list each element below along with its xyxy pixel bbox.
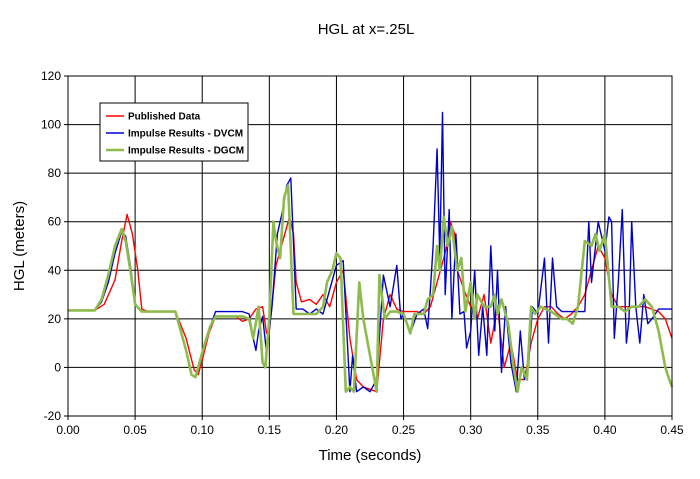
y-tick-label: 60 — [48, 215, 62, 229]
plot-frame — [67, 75, 673, 417]
x-tick-label: 0.05 — [123, 423, 147, 437]
x-axis-ticks: 0.00 0.05 0.10 0.15 0.20 0.25 0.30 0.35 0.40 0.45 — [56, 416, 684, 437]
x-tick-label: 0.30 — [459, 423, 483, 437]
y-tick-label: 0 — [54, 360, 61, 374]
y-tick-label: 80 — [48, 166, 62, 180]
x-tick-label: 0.45 — [660, 423, 684, 437]
chart-title: HGL at x=.25L — [318, 21, 415, 38]
y-tick-label: 20 — [48, 312, 62, 326]
x-tick-label: 0.20 — [325, 423, 349, 437]
y-tick-label: 120 — [41, 69, 61, 83]
x-tick-label: 0.00 — [56, 423, 80, 437]
y-axis-ticks: -20 0 20 40 60 80 100 120 — [41, 69, 68, 423]
legend: Published Data Impulse Results - DVCM Impu… — [99, 102, 249, 162]
legend-label-3: Impulse Results - DGCM — [128, 146, 244, 157]
x-axis-label: Time (seconds) — [319, 447, 422, 464]
x-tick-label: 0.40 — [593, 423, 617, 437]
series-line-3 — [68, 184, 674, 393]
series-line-2 — [68, 111, 672, 393]
x-tick-label: 0.25 — [392, 423, 416, 437]
series-line-1 — [68, 213, 673, 393]
y-axis-label: HGL (meters) — [11, 201, 28, 291]
y-tick-label: 40 — [48, 263, 62, 277]
x-tick-label: 0.15 — [258, 423, 282, 437]
y-tick-label: -20 — [44, 409, 62, 423]
legend-label-2: Impulse Results - DVCM — [128, 129, 243, 140]
legend-box — [99, 102, 249, 162]
series-layer — [68, 111, 674, 393]
y-tick-label: 100 — [41, 118, 61, 132]
legend-label-1: Published Data — [128, 112, 201, 123]
x-tick-label: 0.35 — [526, 423, 550, 437]
x-tick-label: 0.10 — [191, 423, 215, 437]
